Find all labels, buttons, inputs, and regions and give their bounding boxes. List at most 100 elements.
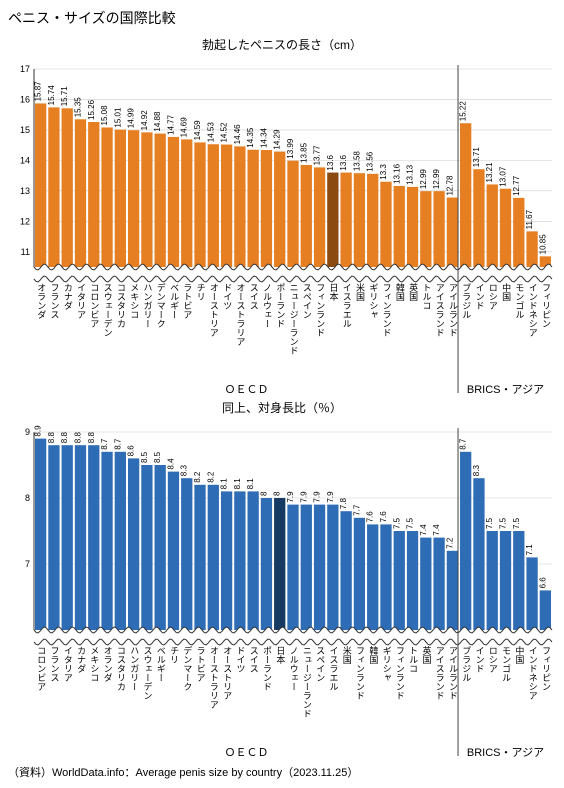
bar <box>354 173 365 267</box>
bar <box>35 439 46 630</box>
bar-value: 8.3 <box>472 465 481 477</box>
category-label: ポーランド <box>262 646 272 691</box>
category-label: コロンビア <box>89 283 99 328</box>
bar-value: 15.08 <box>100 105 109 126</box>
bar <box>208 144 219 267</box>
bar-value: 8.8 <box>87 432 96 444</box>
category-label: スペイン <box>302 283 312 319</box>
bar <box>48 107 59 267</box>
bar <box>128 458 139 630</box>
bar <box>181 139 192 267</box>
category-label: ハンガリー <box>129 646 139 691</box>
category-label: メキシコ <box>129 283 139 319</box>
group-label: ＯＥＣＤ <box>225 384 269 395</box>
bar <box>487 531 498 630</box>
category-label: スイス <box>249 646 259 673</box>
category-label: フィリピン <box>541 646 551 691</box>
bar-value: 11.67 <box>525 209 534 229</box>
bar <box>194 485 205 630</box>
bar <box>500 189 511 267</box>
category-label: スウェーデン <box>143 646 153 700</box>
bar <box>394 531 405 630</box>
bar <box>274 498 285 630</box>
svg-text:9: 9 <box>25 427 30 437</box>
bar-value: 13.99 <box>286 138 295 159</box>
category-label: 韓国 <box>368 646 378 665</box>
bar-value: 15.71 <box>60 86 69 107</box>
category-label: ベルギー <box>169 283 179 319</box>
bar <box>447 551 458 630</box>
bar-value: 13.56 <box>366 151 375 172</box>
category-label: スウェーデン <box>103 283 113 337</box>
category-label: インド <box>475 646 485 673</box>
category-label: ニュージーランド <box>289 283 299 355</box>
category-label: アイルランド <box>448 646 458 700</box>
bar <box>460 452 471 630</box>
category-label: インド <box>475 283 485 310</box>
category-label: モンゴル <box>501 646 511 682</box>
category-label: モンゴル <box>514 283 524 319</box>
category-label: フィンランド <box>382 283 392 337</box>
category-label: アイスランド <box>435 646 445 700</box>
bar-value: 14.46 <box>233 124 242 145</box>
bar <box>327 173 338 267</box>
category-label: コスタリカ <box>116 646 126 691</box>
bar <box>274 152 285 267</box>
bar <box>48 445 59 630</box>
category-label: 韓国 <box>395 283 405 302</box>
bar-value: 13.3 <box>379 164 388 180</box>
category-label: フィンランド <box>315 283 325 337</box>
category-label: ポーランド <box>275 283 285 328</box>
category-label: イタリア <box>63 646 73 682</box>
category-label: メキシコ <box>89 646 99 682</box>
page-title: ペニス・サイズの国際比較 <box>8 8 556 28</box>
category-label: オーストラリア <box>209 646 219 709</box>
category-label: ギリシャ <box>368 283 378 319</box>
bar <box>168 137 179 267</box>
bar <box>248 491 259 630</box>
bar-value: 13.6 <box>326 154 335 170</box>
bar <box>473 478 484 630</box>
bar-value: 14.99 <box>127 108 136 129</box>
bar <box>407 187 418 267</box>
bar-value: 7.4 <box>432 524 441 536</box>
bar <box>460 123 471 267</box>
bar-value: 15.74 <box>47 85 56 106</box>
chart1-wrap: 1112131415161715.8715.7415.7115.3515.261… <box>8 55 556 395</box>
bar <box>540 590 551 630</box>
category-label: スペイン <box>315 646 325 682</box>
category-label: アイスランド <box>435 283 445 337</box>
bar-value: 8.6 <box>127 445 136 457</box>
bar <box>447 198 458 267</box>
category-label: ノルウェー <box>262 283 272 328</box>
category-label: デンマーク <box>156 282 166 328</box>
category-label: チリ <box>169 646 179 664</box>
svg-text:12: 12 <box>20 216 30 226</box>
bar <box>301 505 312 630</box>
bar-value: 14.34 <box>259 127 268 148</box>
bar <box>62 445 73 630</box>
bar <box>62 108 73 267</box>
bar <box>194 142 205 267</box>
bar-value: 8.8 <box>73 432 82 444</box>
category-label: フィリピン <box>541 283 551 328</box>
bar-value: 8.7 <box>113 438 122 450</box>
bar-value: 8.3 <box>180 465 189 477</box>
bar-value: 8.7 <box>100 438 109 450</box>
bar <box>407 531 418 630</box>
category-label: チリ <box>196 283 206 301</box>
bar <box>420 191 431 267</box>
bar-value: 8.5 <box>153 451 162 463</box>
bar <box>101 127 112 267</box>
bar-value: 14.88 <box>153 111 162 132</box>
category-label: オーストリア <box>209 283 219 337</box>
bar <box>380 182 391 267</box>
bar <box>234 491 245 630</box>
bar <box>327 505 338 630</box>
bar <box>354 518 365 630</box>
category-label: インドネシア <box>528 646 538 700</box>
bar-value: 8.8 <box>60 432 69 444</box>
category-label: 米国 <box>355 282 365 302</box>
bar-value: 6.6 <box>538 577 547 589</box>
bar-value: 15.87 <box>34 81 43 102</box>
